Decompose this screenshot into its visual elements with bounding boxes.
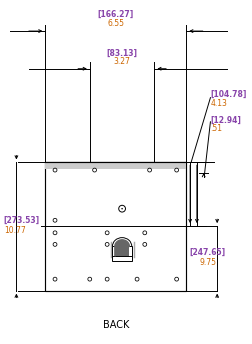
Text: .51: .51 — [210, 124, 222, 133]
Bar — [45, 162, 185, 291]
Text: 10.77: 10.77 — [4, 226, 25, 235]
Circle shape — [121, 208, 122, 209]
Text: [12.94]: [12.94] — [210, 115, 240, 125]
Text: [166.27]: [166.27] — [97, 10, 133, 19]
Bar — [45, 162, 185, 169]
Text: 3.27: 3.27 — [113, 57, 130, 66]
Text: [273.53]: [273.53] — [4, 216, 40, 225]
Polygon shape — [114, 240, 129, 256]
Text: 4.13: 4.13 — [210, 99, 226, 108]
Bar — [112, 256, 131, 261]
Text: 6.55: 6.55 — [107, 19, 124, 28]
Text: [104.78]: [104.78] — [210, 90, 246, 99]
Bar — [114, 246, 129, 256]
Text: [83.13]: [83.13] — [106, 49, 137, 58]
Text: 9.75: 9.75 — [198, 258, 215, 267]
Bar — [112, 246, 131, 257]
Text: BACK: BACK — [102, 320, 129, 330]
Text: [247.65]: [247.65] — [189, 248, 225, 257]
